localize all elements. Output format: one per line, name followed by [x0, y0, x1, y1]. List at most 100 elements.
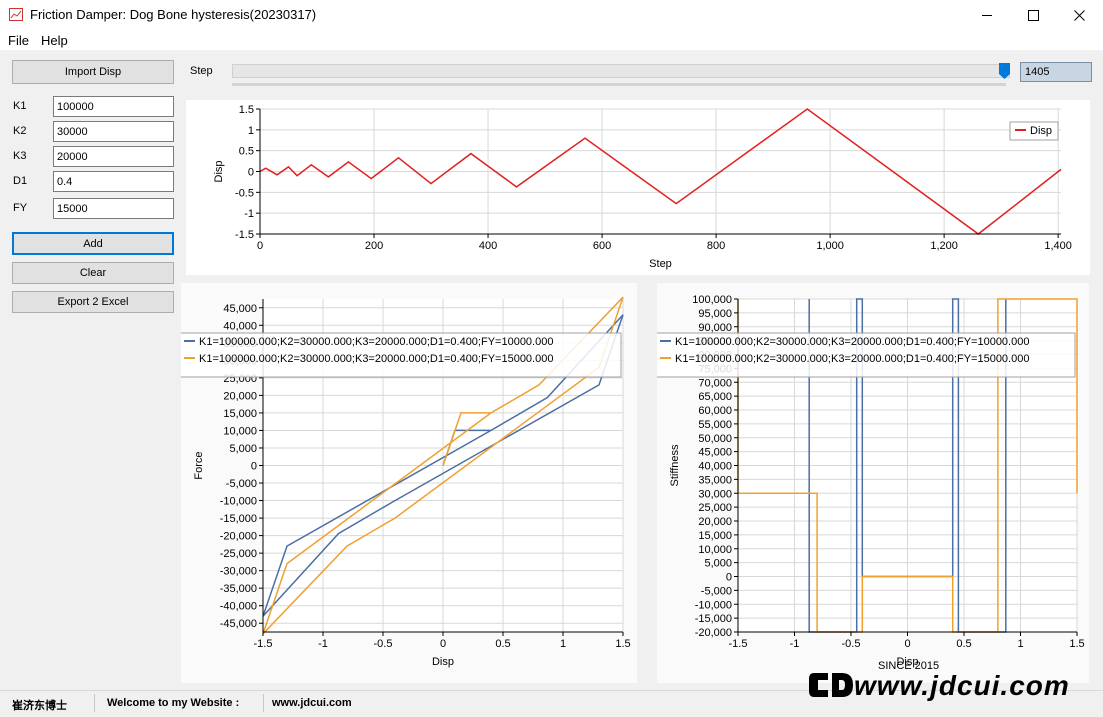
k1-label: K1 — [13, 100, 27, 112]
x-tick-label: 1 — [560, 638, 566, 650]
y-tick-label: -30,000 — [220, 566, 257, 578]
y-tick-label: 15,000 — [698, 530, 732, 542]
stiffness-chart-panel: -1.5-1-0.500.511.5100,00095,00090,00085,… — [654, 283, 1089, 683]
disp-chart: 0 200 400 600 800 1,000 1,200 1,400 1.5 1 0.5 0 -0.5… — [213, 104, 1072, 270]
y-tick-label: 1 — [248, 125, 254, 137]
y-tick-label: 0.5 — [239, 146, 254, 158]
y-tick-label: 90,000 — [698, 322, 732, 334]
status-bar — [0, 690, 1103, 717]
y-tick-label: 60,000 — [698, 405, 732, 417]
y-tick-label: -1 — [244, 208, 254, 220]
clear-button[interactable]: Clear — [12, 262, 174, 284]
legend-label: K1=100000.000;K2=30000.000;K3=20000.000;… — [675, 353, 1029, 365]
step-label: Step — [190, 65, 213, 77]
y-tick-label: -40,000 — [220, 601, 257, 613]
y-tick-label: 95,000 — [698, 308, 732, 320]
welcome-text: Welcome to my Website : — [107, 697, 240, 709]
import-disp-button[interactable]: Import Disp — [12, 60, 174, 84]
y-tick-label: 0 — [251, 461, 257, 473]
fy-input[interactable] — [53, 198, 174, 219]
x-tick-label: 1,400 — [1044, 240, 1072, 252]
y-tick-label: -20,000 — [220, 531, 257, 543]
y-axis-label: Force — [193, 451, 205, 479]
k2-label: K2 — [13, 125, 27, 137]
y-tick-label: -1.5 — [235, 229, 254, 241]
add-button[interactable]: Add — [12, 232, 174, 255]
y-tick-label: 45,000 — [223, 303, 257, 315]
y-tick-label: 20,000 — [223, 390, 257, 402]
x-tick-label: 1,000 — [816, 240, 844, 252]
x-tick-label: 0 — [257, 240, 263, 252]
x-tick-label: 1,200 — [930, 240, 958, 252]
step-slider[interactable] — [232, 64, 1010, 78]
y-axis-label: Disp — [213, 160, 225, 182]
x-tick-label: 1.5 — [615, 638, 630, 650]
slider-thumb-icon[interactable] — [999, 63, 1010, 80]
legend-box — [654, 332, 1076, 378]
y-axis-label: Stiffness — [669, 444, 681, 486]
x-axis-label: Step — [649, 258, 672, 270]
legend-label: K1=100000.000;K2=30000.000;K3=20000.000;… — [199, 353, 553, 365]
y-tick-label: 100,000 — [692, 294, 732, 306]
y-tick-label: -10,000 — [695, 599, 732, 611]
x-tick-label: 600 — [593, 240, 611, 252]
k1-input[interactable] — [53, 96, 174, 117]
minimize-button[interactable] — [964, 0, 1010, 30]
window-title: Friction Damper: Dog Bone hysteresis(202… — [30, 7, 317, 22]
y-tick-label: 0 — [726, 572, 732, 584]
y-tick-label: 65,000 — [698, 391, 732, 403]
y-tick-label: -5,000 — [701, 585, 732, 597]
close-icon — [1073, 9, 1085, 21]
y-tick-label: 45,000 — [698, 447, 732, 459]
disp-chart-panel: 0 200 400 600 800 1,000 1,200 1,400 1.5 1 0.5 0 -0.5… — [186, 100, 1090, 275]
menu-bar — [0, 30, 1103, 50]
y-tick-label: 70,000 — [698, 377, 732, 389]
y-tick-label: -25,000 — [220, 548, 257, 560]
x-tick-label: -1 — [790, 638, 800, 650]
maximize-button[interactable] — [1010, 0, 1056, 30]
stiffness-chart: -1.5-1-0.500.511.5100,00095,00090,00085,… — [654, 294, 1085, 668]
y-tick-label: 40,000 — [698, 461, 732, 473]
y-tick-label: -5,000 — [226, 478, 257, 490]
website-link[interactable]: www.jdcui.com — [272, 697, 352, 709]
author-name: 崔济东博士 — [12, 700, 67, 712]
y-tick-label: 50,000 — [698, 433, 732, 445]
k3-input[interactable] — [53, 146, 174, 167]
step-value-display: 1405 — [1020, 62, 1092, 82]
k3-label: K3 — [13, 150, 27, 162]
y-tick-label: 1.5 — [239, 104, 254, 116]
force-chart-panel: -1.5-1-0.500.511.545,00040,00035,00030,0… — [178, 283, 637, 683]
export-excel-button[interactable]: Export 2 Excel — [12, 291, 174, 313]
y-tick-label: 10,000 — [223, 425, 257, 437]
series-line-2 — [737, 298, 1078, 633]
y-tick-label: 55,000 — [698, 419, 732, 431]
x-tick-label: 1.5 — [1069, 638, 1084, 650]
y-tick-label: -20,000 — [695, 627, 732, 639]
y-tick-label: 25,000 — [698, 502, 732, 514]
k2-input[interactable] — [53, 121, 174, 142]
y-tick-label: -35,000 — [220, 583, 257, 595]
menu-help[interactable]: Help — [41, 33, 68, 48]
title-bar — [0, 0, 1103, 30]
maximize-icon — [1027, 9, 1039, 21]
y-tick-label: 30,000 — [698, 488, 732, 500]
legend-box — [178, 332, 622, 378]
y-tick-label: -10,000 — [220, 496, 257, 508]
cd-logo-icon — [808, 670, 854, 700]
y-tick-label: 5,000 — [704, 558, 732, 570]
x-tick-label: -1 — [318, 638, 328, 650]
x-tick-label: 200 — [365, 240, 383, 252]
menu-file[interactable]: File — [8, 33, 29, 48]
app-chart-icon — [9, 8, 23, 21]
brand-url: www.jdcui.com — [854, 670, 1070, 701]
x-tick-label: 800 — [707, 240, 725, 252]
legend-box — [1009, 121, 1059, 141]
d1-input[interactable] — [53, 171, 174, 192]
close-button[interactable] — [1056, 0, 1102, 30]
y-tick-label: -15,000 — [220, 513, 257, 525]
y-tick-label: 35,000 — [698, 474, 732, 486]
d1-label: D1 — [13, 175, 28, 187]
legend-label: K1=100000.000;K2=30000.000;K3=20000.000;… — [199, 336, 553, 348]
x-tick-label: 0 — [440, 638, 446, 650]
x-tick-label: -1.5 — [254, 638, 273, 650]
